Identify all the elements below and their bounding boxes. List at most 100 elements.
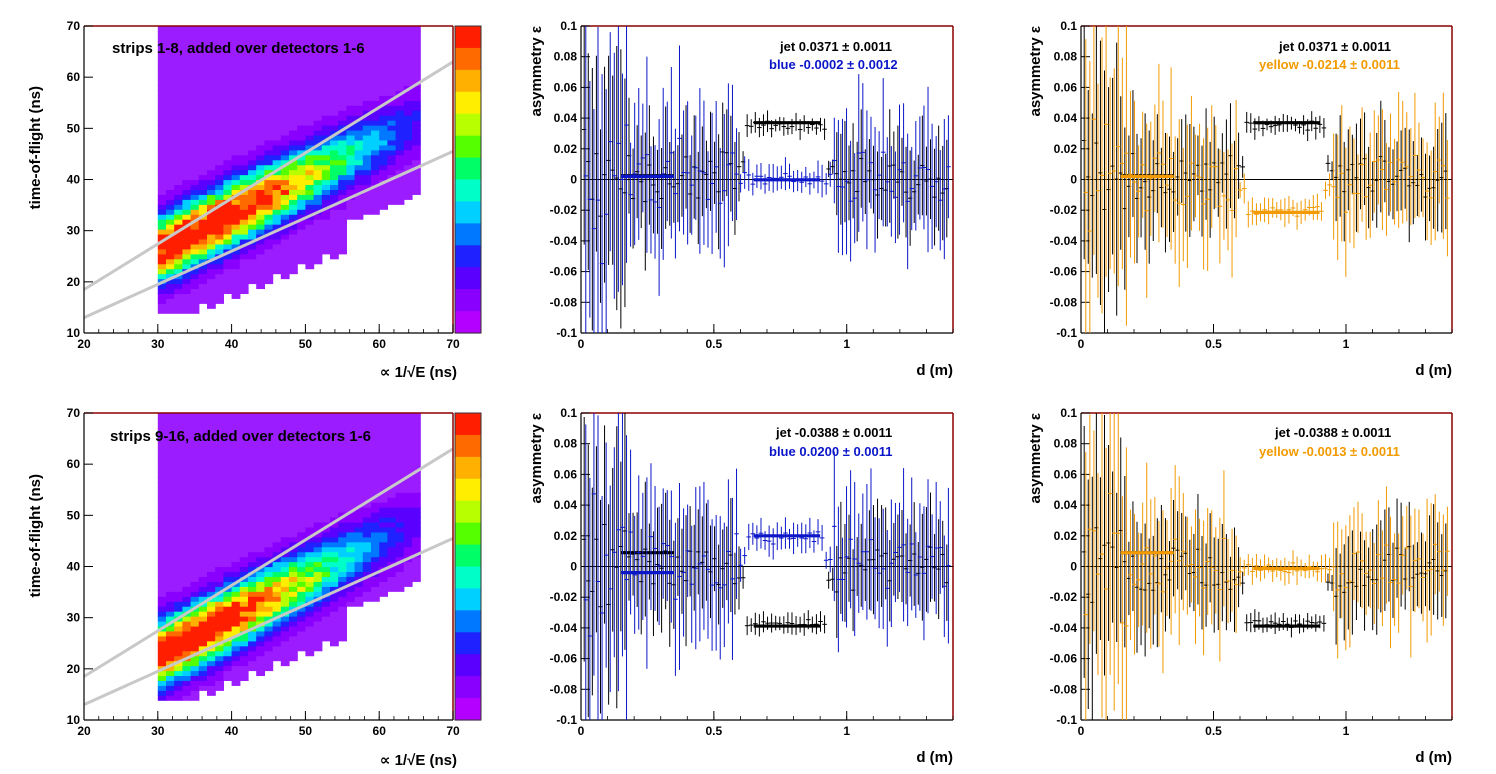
heat-cell [346, 507, 356, 513]
heat-cell [338, 169, 347, 176]
heat-cell [280, 30, 290, 37]
heat-cell [166, 298, 175, 304]
heat-cell [215, 660, 224, 667]
heat-cell [330, 516, 339, 523]
heat-cell [289, 258, 298, 265]
heat-cell [289, 35, 298, 42]
heat-cell [190, 635, 200, 642]
heat-cell [379, 531, 388, 538]
asym-bottom-yellow-ytick-label: -0.08 [1050, 682, 1078, 696]
heat-cell [305, 546, 315, 553]
heat-cell [354, 442, 364, 449]
heat-cell [313, 174, 323, 181]
heat-cell [272, 159, 282, 166]
heat-cell [403, 105, 413, 111]
heat-cell [166, 258, 175, 265]
heat-cell [207, 541, 216, 548]
heat-cell [223, 243, 233, 250]
heat-cell [305, 60, 315, 67]
heat-cell [305, 120, 315, 126]
heat-cell [321, 110, 331, 116]
heat-cell [174, 253, 183, 260]
heat-cell [395, 55, 405, 62]
heat-cell [174, 606, 183, 612]
heat-cell [174, 45, 183, 52]
heat-cell [297, 154, 306, 161]
heat-cell [354, 169, 364, 176]
heat-cell [264, 35, 274, 42]
heat-cell [264, 576, 274, 582]
heat-cell [174, 238, 183, 245]
heat-cell [412, 502, 421, 508]
heat-cell [157, 184, 167, 191]
heat-cell [297, 194, 306, 200]
heat-cell [223, 95, 233, 101]
heat-cell [174, 502, 183, 508]
panel-asym-bottom-blue: 0 0.5 1-0.1-0.08-0.06-0.04-0.0200.020.040.… [528, 406, 954, 766]
heat-cell [166, 26, 175, 32]
heat-cell [264, 248, 274, 255]
heat-cell [215, 179, 224, 186]
heat-cell [379, 472, 388, 478]
heat-cell [297, 238, 306, 245]
heat-cell [338, 635, 347, 642]
heat-cell [371, 95, 380, 101]
heat-cell [256, 586, 265, 592]
heat-cell [305, 40, 315, 47]
heat-cell [289, 164, 298, 171]
heat-cell [198, 457, 208, 464]
heat-cell [190, 655, 200, 662]
heat-cell [272, 204, 282, 210]
heat-cell [239, 95, 249, 101]
heat-cell [305, 179, 315, 186]
heat-cell [395, 100, 405, 106]
heat-cell [280, 95, 290, 101]
heat-cell [289, 591, 298, 597]
heat-cell [321, 45, 331, 52]
heat-cell [272, 30, 282, 37]
heat-cell [346, 90, 356, 96]
heat-cell [248, 487, 257, 493]
heat-cell [338, 512, 347, 518]
heat-cell [157, 650, 167, 657]
heat-cell [190, 417, 200, 424]
heat-cell [223, 437, 233, 444]
heat-cell [207, 492, 216, 498]
heat-cell [157, 55, 167, 62]
heat-cell [264, 159, 274, 166]
heat-cell [354, 497, 364, 503]
heat-cell [256, 243, 265, 250]
heat-cell [223, 531, 233, 538]
heat-cell [239, 115, 249, 121]
heat-cell [223, 477, 233, 483]
heat-cell [223, 110, 233, 116]
heat-cell [174, 665, 183, 672]
heat-cell [248, 129, 257, 136]
heat-cell [305, 134, 315, 141]
heat-cell [166, 224, 175, 230]
heat-cell [182, 467, 192, 474]
heat-cell [289, 521, 298, 528]
heat-cell [239, 581, 249, 587]
heat-cell [223, 413, 233, 419]
heat-cell [338, 437, 347, 444]
heat-cell [207, 100, 216, 106]
heat-cell [395, 427, 405, 434]
heat-cell [313, 487, 323, 493]
heat-cell [182, 586, 192, 592]
heat-cell [190, 507, 200, 513]
heat-cell [239, 273, 249, 280]
heat-cell [239, 645, 249, 652]
heat-cell [264, 219, 274, 225]
heat-cell [354, 149, 364, 156]
heat-cell [379, 139, 388, 146]
heat-cell [338, 447, 347, 454]
heat-cell [305, 65, 315, 72]
heat-cell [174, 80, 183, 87]
heat-cell [264, 233, 274, 240]
heat-cell [330, 154, 339, 161]
heat-cell [174, 154, 183, 161]
colorbar-segment [455, 289, 481, 312]
heat-cell [297, 640, 306, 647]
